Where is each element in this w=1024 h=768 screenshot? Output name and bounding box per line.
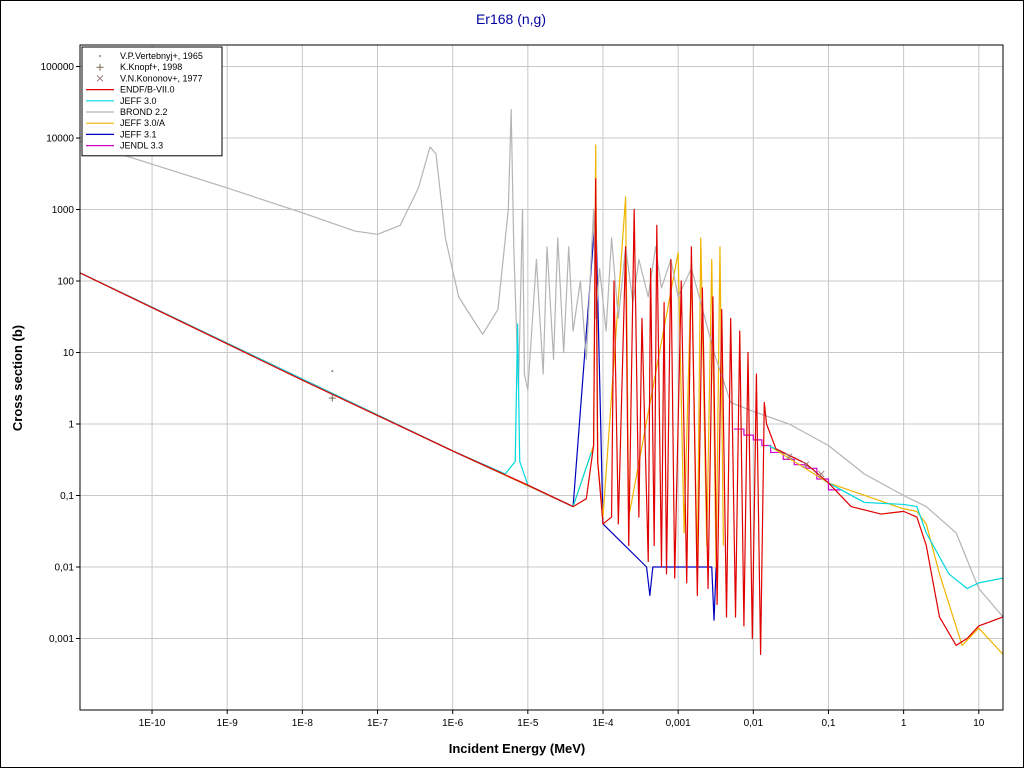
legend-label: V.N.Kononov+, 1977 xyxy=(120,73,203,83)
data-point xyxy=(802,461,810,469)
x-tick-label: 1E-10 xyxy=(139,718,166,729)
legend-label: K.Knopf+, 1998 xyxy=(120,62,182,72)
x-tick-label: 1E-8 xyxy=(292,718,314,729)
y-tick-label: 100 xyxy=(57,277,74,288)
series-line xyxy=(80,108,1003,618)
y-tick-label: 0,001 xyxy=(49,634,74,645)
y-tick-label: 10 xyxy=(63,348,75,359)
grid xyxy=(80,45,1003,710)
legend-label: JENDL 3.3 xyxy=(120,141,163,151)
data-point xyxy=(328,394,336,402)
x-tick-label: 1E-9 xyxy=(217,718,239,729)
plot-border xyxy=(79,44,1004,711)
y-tick-label: 10000 xyxy=(46,134,74,145)
legend-label: V.P.Vertebnyj+, 1965 xyxy=(120,51,203,61)
x-tick-label: 10 xyxy=(973,718,985,729)
series-line xyxy=(80,178,1003,655)
y-tick-label: 0,1 xyxy=(60,491,74,502)
chart-title: Er168 (n,g) xyxy=(476,11,546,27)
data-point xyxy=(331,370,334,373)
data-point xyxy=(817,470,825,478)
x-tick-label: 1E-6 xyxy=(442,718,464,729)
ticks: 1E-10 1E-9 1E-8 1E-7 1E-6 1E-5 1E-4 0,001 0,01 0,… xyxy=(41,62,985,729)
data-point xyxy=(785,453,793,460)
x-axis-label: Incident Energy (MeV) xyxy=(449,741,586,756)
x-tick-label: 1E-4 xyxy=(592,718,614,729)
x-tick-label: 0,1 xyxy=(822,718,836,729)
y-tick-label: 1000 xyxy=(52,205,75,216)
y-axis-label: Cross section (b) xyxy=(10,325,25,431)
legend-label: JEFF 3.1 xyxy=(120,129,157,139)
x-tick-label: 0,001 xyxy=(666,718,691,729)
y-tick-label: 1 xyxy=(68,420,74,431)
legend-label: JEFF 3.0/A xyxy=(120,118,165,128)
x-tick-label: 1 xyxy=(901,718,907,729)
plot-area xyxy=(80,108,1003,655)
legend-marker xyxy=(96,63,104,71)
y-tick-label: 100000 xyxy=(41,62,75,73)
x-tick-label: 1E-7 xyxy=(367,718,389,729)
y-tick-label: 0,01 xyxy=(55,563,75,574)
legend-label: BROND 2.2 xyxy=(120,107,168,117)
legend-marker xyxy=(99,55,101,57)
legend-marker xyxy=(96,75,104,82)
legend-label: JEFF 3.0 xyxy=(120,96,157,106)
x-tick-label: 0,01 xyxy=(744,718,764,729)
x-tick-label: 1E-5 xyxy=(517,718,539,729)
legend-label: ENDF/B-VII.0 xyxy=(120,85,175,95)
